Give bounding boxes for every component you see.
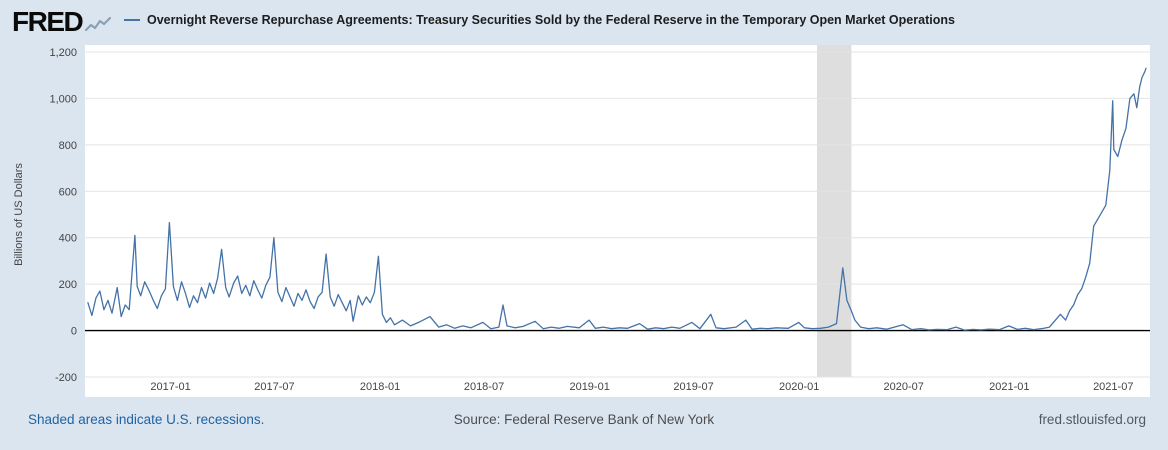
fred-logo-text: FRED <box>12 6 84 37</box>
x-tick-label: 2019-07 <box>673 381 713 393</box>
y-tick-label: 600 <box>59 186 77 198</box>
y-tick-label: 1,200 <box>49 47 77 59</box>
y-tick-label: 0 <box>71 326 77 338</box>
plot-area[interactable] <box>85 45 1150 397</box>
x-tick-label: 2019-01 <box>569 381 609 393</box>
x-tick-label: 2017-07 <box>254 381 294 393</box>
y-axis-title: Billions of US Dollars <box>13 163 25 266</box>
y-tick-label: -200 <box>55 372 77 384</box>
x-tick-label: 2020-07 <box>884 381 924 393</box>
x-tick-label: 2018-01 <box>360 381 400 393</box>
source-text: Source: Federal Reserve Bank of New York <box>453 412 715 427</box>
y-tick-label: 1,000 <box>49 93 77 105</box>
fred-logo-sparkline-icon <box>85 16 112 32</box>
recession-band <box>817 45 852 377</box>
fred-logo[interactable]: FRED <box>12 6 112 38</box>
series-line <box>87 67 1147 331</box>
y-tick-label: 200 <box>59 279 77 291</box>
x-tick-label: 2017-01 <box>150 381 190 393</box>
y-tick-label: 800 <box>59 140 77 152</box>
title-row: Overnight Reverse Repurchase Agreements:… <box>124 13 955 27</box>
recession-note-link[interactable]: Shaded areas indicate U.S. recessions. <box>28 412 265 427</box>
chart-title: Overnight Reverse Repurchase Agreements:… <box>147 13 955 27</box>
x-tick-label: 2018-07 <box>464 381 504 393</box>
y-tick-label: 400 <box>59 233 77 245</box>
x-tick-label: 2021-01 <box>989 381 1029 393</box>
fred-site-link[interactable]: fred.stlouisfed.org <box>1038 412 1146 427</box>
series-legend-dash-icon <box>124 19 140 21</box>
header: FRED <box>12 5 112 39</box>
x-tick-label: 2021-07 <box>1093 381 1133 393</box>
footer: Shaded areas indicate U.S. recessions. S… <box>0 412 1168 434</box>
x-tick-label: 2020-01 <box>779 381 819 393</box>
